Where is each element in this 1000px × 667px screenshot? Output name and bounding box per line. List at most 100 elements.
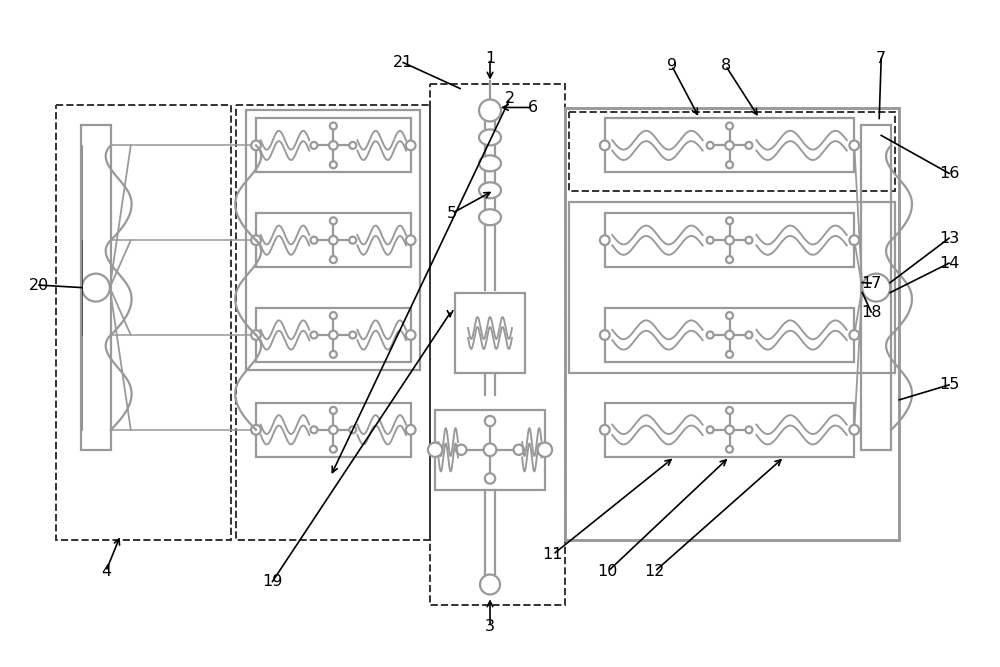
Circle shape — [406, 235, 416, 245]
Text: 10: 10 — [598, 564, 618, 579]
Circle shape — [329, 141, 338, 149]
Circle shape — [479, 99, 501, 121]
Circle shape — [725, 331, 734, 340]
Bar — [246, 111, 420, 370]
Bar — [605, 403, 854, 457]
Circle shape — [745, 331, 752, 338]
Ellipse shape — [479, 182, 501, 198]
Circle shape — [849, 141, 859, 150]
Circle shape — [406, 141, 416, 150]
Circle shape — [726, 351, 733, 358]
Circle shape — [725, 236, 734, 245]
Circle shape — [310, 426, 317, 434]
Circle shape — [725, 141, 734, 149]
Bar — [236, 105, 430, 540]
Circle shape — [251, 141, 261, 150]
Bar — [81, 125, 111, 450]
Circle shape — [329, 331, 338, 340]
Text: 1: 1 — [485, 51, 495, 66]
Circle shape — [726, 161, 733, 168]
Ellipse shape — [479, 209, 501, 225]
Circle shape — [849, 330, 859, 340]
Circle shape — [406, 425, 416, 435]
Text: 12: 12 — [644, 564, 665, 579]
Bar — [605, 119, 854, 172]
Circle shape — [726, 407, 733, 414]
Circle shape — [725, 426, 734, 434]
Circle shape — [330, 123, 337, 129]
Text: 21: 21 — [393, 55, 413, 70]
Circle shape — [330, 217, 337, 224]
Text: 17: 17 — [861, 275, 881, 291]
Text: 18: 18 — [861, 305, 881, 319]
Circle shape — [330, 256, 337, 263]
Circle shape — [600, 330, 610, 340]
Circle shape — [310, 331, 317, 338]
Text: 2: 2 — [505, 91, 515, 106]
Ellipse shape — [479, 155, 501, 171]
Circle shape — [862, 273, 890, 301]
Circle shape — [330, 351, 337, 358]
Text: 8: 8 — [720, 58, 731, 73]
Bar — [256, 403, 411, 457]
Circle shape — [514, 445, 524, 455]
Circle shape — [349, 142, 356, 149]
Circle shape — [707, 331, 714, 338]
Text: 5: 5 — [447, 205, 457, 221]
Text: 15: 15 — [939, 378, 959, 392]
Circle shape — [310, 142, 317, 149]
Bar — [256, 213, 411, 267]
Ellipse shape — [479, 129, 501, 145]
Circle shape — [707, 426, 714, 434]
Text: 19: 19 — [262, 574, 283, 589]
Circle shape — [349, 426, 356, 434]
Circle shape — [456, 445, 466, 455]
Text: 11: 11 — [543, 547, 563, 562]
Bar — [256, 308, 411, 362]
Circle shape — [707, 237, 714, 243]
Bar — [569, 113, 895, 191]
Text: 13: 13 — [939, 231, 959, 245]
Circle shape — [726, 123, 733, 129]
Text: 7: 7 — [876, 51, 886, 66]
Circle shape — [538, 443, 552, 457]
Bar — [256, 119, 411, 172]
Text: 6: 6 — [528, 100, 538, 115]
Circle shape — [349, 331, 356, 338]
Circle shape — [849, 235, 859, 245]
Circle shape — [428, 443, 442, 457]
Circle shape — [600, 141, 610, 150]
Circle shape — [726, 217, 733, 224]
Circle shape — [849, 425, 859, 435]
Circle shape — [310, 237, 317, 243]
Circle shape — [406, 330, 416, 340]
Text: 20: 20 — [29, 277, 49, 293]
Circle shape — [329, 426, 338, 434]
Bar — [569, 202, 895, 373]
Circle shape — [707, 142, 714, 149]
Circle shape — [251, 425, 261, 435]
Circle shape — [485, 416, 495, 426]
Bar — [861, 125, 891, 450]
Bar — [455, 293, 525, 373]
Text: 4: 4 — [101, 564, 111, 579]
Circle shape — [726, 256, 733, 263]
Bar — [605, 213, 854, 267]
Circle shape — [485, 474, 495, 484]
Bar — [605, 308, 854, 362]
Bar — [565, 109, 899, 540]
Bar — [430, 83, 565, 606]
Circle shape — [251, 330, 261, 340]
Text: 9: 9 — [667, 58, 677, 73]
Bar — [56, 105, 231, 540]
Circle shape — [330, 312, 337, 319]
Circle shape — [745, 237, 752, 243]
Circle shape — [600, 235, 610, 245]
Circle shape — [330, 161, 337, 168]
Circle shape — [329, 236, 338, 245]
Bar — [435, 410, 545, 490]
Text: 3: 3 — [485, 619, 495, 634]
Circle shape — [251, 235, 261, 245]
Circle shape — [600, 425, 610, 435]
Circle shape — [349, 237, 356, 243]
